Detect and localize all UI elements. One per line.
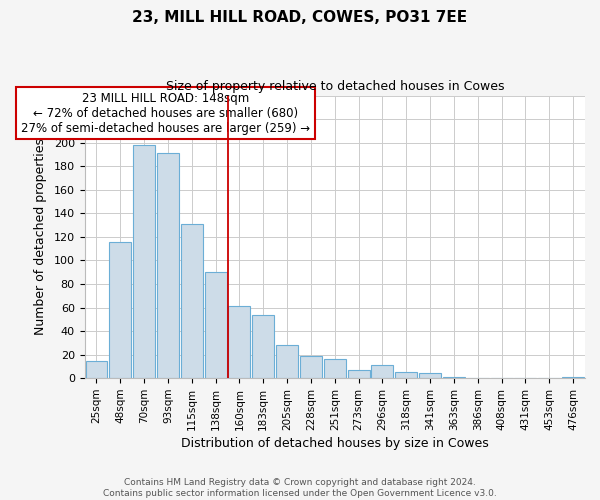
Bar bbox=[157, 154, 179, 378]
Bar bbox=[253, 314, 274, 378]
Bar bbox=[443, 377, 465, 378]
Bar bbox=[347, 370, 370, 378]
Text: 23, MILL HILL ROAD, COWES, PO31 7EE: 23, MILL HILL ROAD, COWES, PO31 7EE bbox=[133, 10, 467, 25]
Text: 23 MILL HILL ROAD: 148sqm
← 72% of detached houses are smaller (680)
27% of semi: 23 MILL HILL ROAD: 148sqm ← 72% of detac… bbox=[21, 92, 310, 134]
Title: Size of property relative to detached houses in Cowes: Size of property relative to detached ho… bbox=[166, 80, 504, 93]
Bar bbox=[371, 366, 394, 378]
Bar bbox=[562, 377, 584, 378]
Bar bbox=[133, 145, 155, 378]
Bar bbox=[300, 356, 322, 378]
Bar bbox=[419, 374, 441, 378]
Bar bbox=[205, 272, 227, 378]
Bar bbox=[276, 345, 298, 378]
Bar bbox=[229, 306, 250, 378]
Text: Contains HM Land Registry data © Crown copyright and database right 2024.
Contai: Contains HM Land Registry data © Crown c… bbox=[103, 478, 497, 498]
Bar bbox=[109, 242, 131, 378]
Bar bbox=[181, 224, 203, 378]
Bar bbox=[395, 372, 417, 378]
Y-axis label: Number of detached properties: Number of detached properties bbox=[34, 138, 47, 336]
X-axis label: Distribution of detached houses by size in Cowes: Distribution of detached houses by size … bbox=[181, 437, 488, 450]
Bar bbox=[86, 360, 107, 378]
Bar bbox=[324, 360, 346, 378]
